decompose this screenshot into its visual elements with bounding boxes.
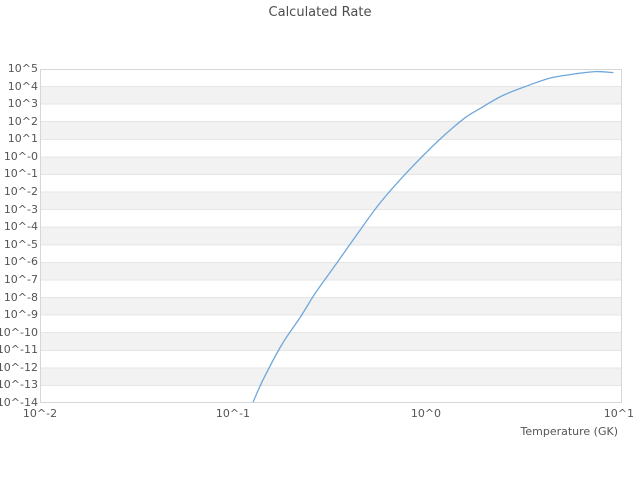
plot-area [40, 69, 622, 403]
y-tick-label: 10^-6 [3, 255, 38, 269]
y-tick-label: 10^-10 [0, 325, 38, 339]
plot-band [40, 244, 622, 263]
y-tick-label: 10^-4 [3, 220, 38, 234]
plot-band [40, 227, 622, 245]
plot-band [40, 86, 622, 105]
y-tick-label: 10^-0 [3, 149, 38, 163]
y-tick-label: 10^4 [7, 79, 38, 93]
x-tick-label: 10^1 [603, 407, 635, 420]
plot-band [40, 367, 622, 386]
y-tick-label: 10^-5 [3, 237, 38, 251]
plot-band [40, 385, 622, 403]
plot-border [40, 69, 622, 403]
plot-band [40, 69, 622, 87]
plot-band [40, 156, 622, 175]
x-tick-label: 10^-2 [22, 407, 58, 420]
plot-band [40, 104, 622, 122]
y-tick-label: 10^1 [7, 132, 38, 146]
y-tick-label: 10^5 [7, 62, 38, 75]
plot-band [40, 332, 622, 351]
plot-band [40, 139, 622, 157]
plot-band [40, 297, 622, 316]
plot-band [40, 209, 622, 228]
y-tick-label: 10^-3 [3, 202, 38, 216]
x-tick-label: 10^-1 [215, 407, 251, 420]
x-tick-label: 10^0 [410, 407, 442, 420]
plot-band [40, 121, 622, 140]
y-tick-label: 10^-1 [3, 167, 38, 181]
plot-canvas [40, 69, 622, 403]
y-tick-label: 10^-12 [0, 360, 38, 374]
y-tick-label: 10^-9 [3, 308, 38, 322]
y-tick-label: 10^2 [7, 114, 38, 128]
y-tick-label: 10^-2 [3, 185, 38, 199]
chart-title: Calculated Rate [268, 5, 372, 20]
x-axis-title: Temperature (GK) [520, 425, 619, 438]
y-tick-label: 10^-14 [0, 396, 38, 409]
plot-band [40, 279, 622, 298]
y-tick-label: 10^-13 [0, 378, 38, 392]
plot-band [40, 350, 622, 368]
plot-band [40, 192, 622, 210]
y-tick-label: 10^-11 [0, 343, 38, 357]
y-tick-label: 10^-7 [3, 272, 38, 286]
y-tick-label: 10^-8 [3, 290, 38, 304]
plot-band [40, 315, 622, 333]
plot-band [40, 174, 622, 193]
y-tick-label: 10^3 [7, 97, 38, 111]
series-line-calculated-rate [252, 70, 614, 403]
